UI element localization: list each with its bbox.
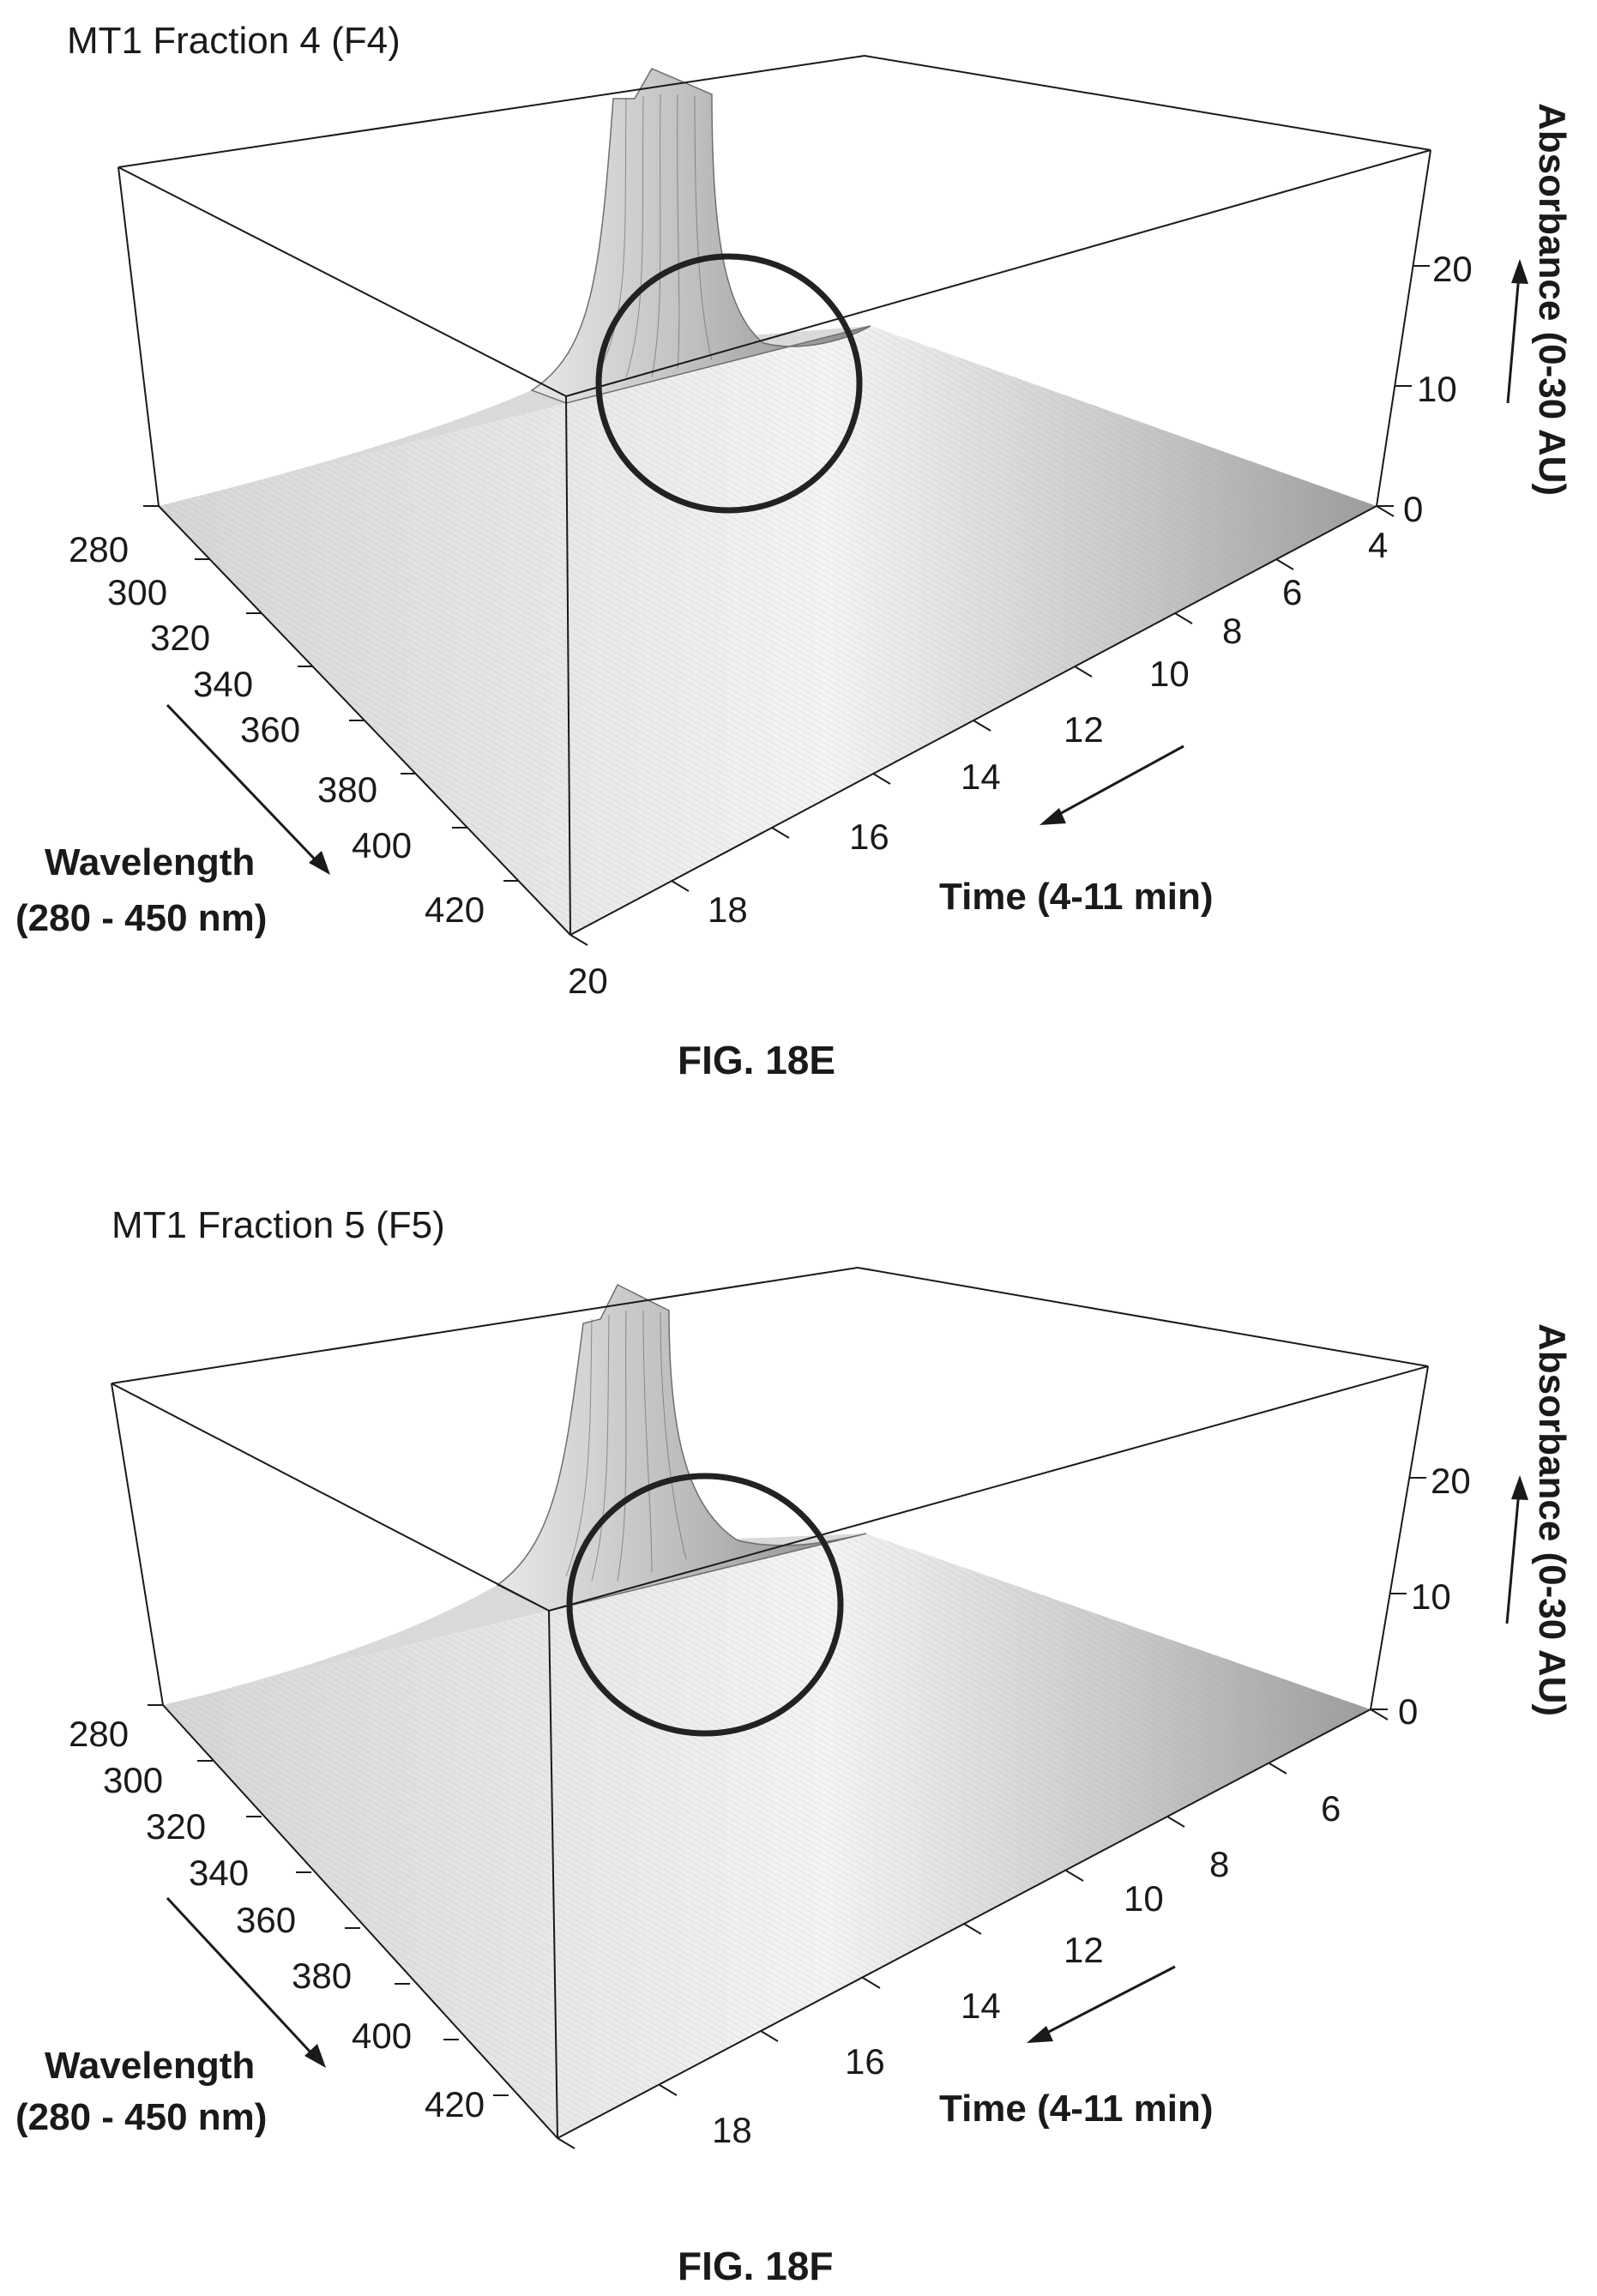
time-tick-label: 10 (1149, 654, 1190, 694)
time-tick-label: 14 (961, 756, 1001, 797)
z-axis-label: Absorbance (0-30 AU) (1531, 103, 1573, 496)
wavelength-axis-label: Wavelength (45, 841, 255, 883)
surface-plot: MT1 Fraction 4 (F4) (15, 20, 1573, 1082)
time-axis-ticks (557, 1708, 1389, 2149)
time-tick-label: 18 (708, 889, 748, 930)
figure-caption: FIG. 18F (678, 2244, 833, 2288)
time-tick-label: 16 (845, 2041, 885, 2082)
surface-floor-hatch (163, 1534, 1371, 2138)
wavelength-axis-arrow (166, 703, 330, 875)
time-axis-ticks (569, 505, 1395, 946)
wavelength-tick-label: 400 (352, 2016, 412, 2056)
z-axis-label: Absorbance (0-30 AU) (1531, 1323, 1573, 1716)
time-tick-label: 16 (849, 817, 889, 857)
wavelength-tick-label: 340 (193, 664, 253, 704)
plot-box (118, 55, 1431, 936)
wavelength-tick-label: 280 (69, 529, 129, 569)
figure-caption: FIG. 18E (678, 1038, 835, 1082)
time-tick-label: 14 (961, 1986, 1001, 2026)
time-tick-label: 6 (1282, 572, 1302, 612)
z-axis-ticks (1377, 265, 1430, 507)
annotation-circle (595, 253, 863, 514)
peak-ridges (600, 93, 713, 378)
wavelength-axis-ticks (143, 505, 519, 882)
wavelength-axis-label: (280 - 450 nm) (15, 897, 267, 939)
wavelength-axis-label: (280 - 450 nm) (15, 2096, 267, 2138)
wavelength-tick-label: 420 (425, 2084, 485, 2124)
figure-18f: MT1 Fraction 5 (F5) (0, 1148, 1597, 2295)
wavelength-tick-label: 380 (317, 769, 377, 810)
wavelength-tick-label: 320 (150, 618, 210, 658)
z-tick-label: 0 (1403, 489, 1423, 529)
time-tick-label: 10 (1124, 1878, 1164, 1919)
time-tick-label: 12 (1064, 1930, 1104, 1970)
z-tick-label: 10 (1417, 369, 1457, 409)
chart-title: MT1 Fraction 5 (F5) (111, 1204, 445, 1246)
wavelength-tick-label: 360 (236, 1900, 296, 1940)
time-axis-label: Time (4-11 min) (939, 2088, 1214, 2130)
chart-title: MT1 Fraction 4 (F4) (67, 20, 401, 62)
wavelength-tick-label: 420 (425, 889, 485, 930)
surface-peak (496, 1283, 867, 1612)
time-tick-label: 6 (1321, 1788, 1341, 1829)
plot-box (111, 1267, 1429, 2139)
z-tick-label: 10 (1411, 1576, 1451, 1617)
wavelength-tick-label: 380 (292, 1956, 352, 1996)
annotation-circle (566, 1473, 844, 1737)
wavelength-tick-label: 360 (240, 709, 300, 750)
time-tick-label: 12 (1064, 709, 1104, 750)
surface-plot: MT1 Fraction 5 (F5) (15, 1204, 1573, 2288)
z-tick-label: 0 (1398, 1691, 1418, 1732)
z-tick-label: 20 (1432, 249, 1473, 289)
wavelength-tick-label: 300 (103, 1760, 163, 1800)
time-tick-label: 18 (712, 2110, 752, 2150)
wavelength-axis-ticks (148, 1704, 509, 2096)
wavelength-tick-label: 400 (352, 825, 412, 865)
time-tick-label: 8 (1222, 611, 1242, 651)
time-axis-label: Time (4-11 min) (939, 876, 1214, 918)
time-tick-label: 4 (1368, 525, 1388, 565)
z-tick-label: 20 (1431, 1461, 1471, 1501)
z-axis-arrow (1505, 1475, 1528, 1624)
wavelength-tick-label: 300 (107, 572, 167, 612)
time-axis-arrow (1040, 744, 1184, 825)
wavelength-tick-label: 280 (69, 1714, 129, 1754)
figure-18e: MT1 Fraction 4 (F4) (15, 20, 1573, 1082)
z-axis-ticks (1371, 1477, 1426, 1710)
peak-ridges (565, 1310, 687, 1582)
time-tick-label: 8 (1209, 1844, 1229, 1884)
time-tick-label: 20 (568, 961, 608, 1001)
wavelength-axis-arrow (166, 1896, 326, 2068)
wavelength-axis-label: Wavelength (45, 2045, 255, 2087)
surface-floor-hatch (159, 326, 1377, 935)
wavelength-tick-label: 340 (189, 1853, 249, 1893)
z-axis-arrow (1506, 259, 1528, 404)
wavelength-tick-label: 320 (146, 1806, 206, 1847)
time-axis-arrow (1027, 1965, 1176, 2043)
